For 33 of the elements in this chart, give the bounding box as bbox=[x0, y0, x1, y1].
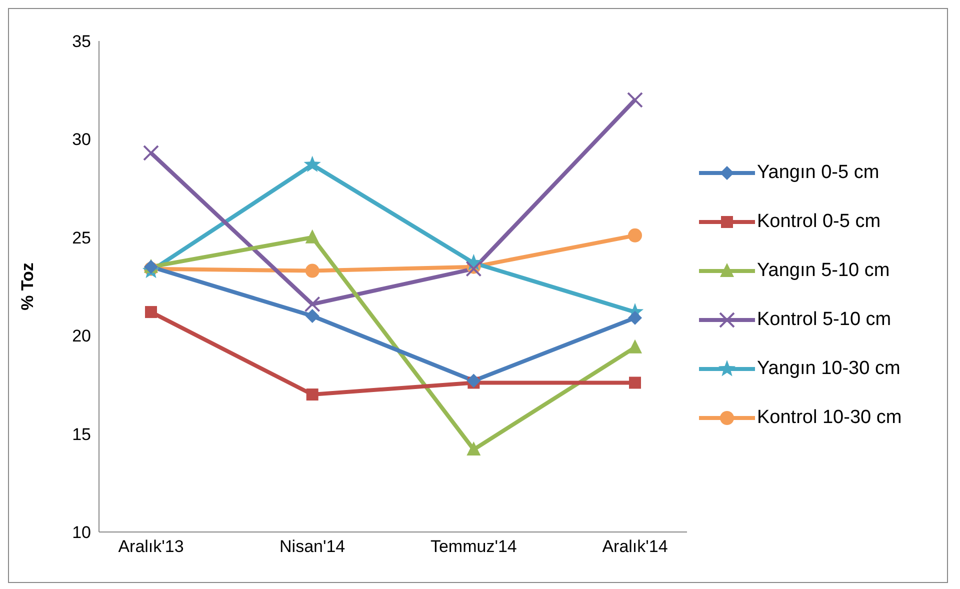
point bbox=[306, 388, 318, 401]
legend-label: Yangın 10-30 cm bbox=[757, 358, 900, 380]
legend-label: Yangın 5-10 cm bbox=[757, 260, 890, 282]
point bbox=[305, 308, 320, 323]
point bbox=[628, 310, 642, 325]
y-tick-label: 15 bbox=[72, 424, 91, 444]
point bbox=[304, 296, 320, 312]
x-tick-label: Aralık'14 bbox=[602, 537, 668, 556]
legend-label: Kontrol 0-5 cm bbox=[757, 211, 881, 233]
point bbox=[304, 156, 321, 172]
y-tick-label: 30 bbox=[72, 130, 91, 150]
point bbox=[145, 306, 157, 318]
x-tick-label: Aralık'13 bbox=[118, 537, 184, 556]
x-tick-label: Nisan'14 bbox=[280, 537, 346, 556]
legend-label: Yangın 0-5 cm bbox=[757, 162, 880, 184]
point bbox=[143, 144, 159, 161]
point bbox=[629, 376, 641, 389]
y-tick-label: 20 bbox=[72, 326, 91, 346]
point bbox=[466, 374, 481, 388]
x-tick-label: Temmuz'14 bbox=[430, 537, 517, 556]
point bbox=[466, 260, 482, 277]
point bbox=[628, 228, 642, 242]
legend-label: Kontrol 10-30 cm bbox=[757, 407, 902, 429]
point bbox=[305, 229, 320, 244]
point bbox=[466, 442, 481, 456]
y-tick-label: 10 bbox=[72, 523, 91, 542]
point bbox=[628, 339, 642, 354]
point bbox=[305, 264, 320, 278]
y-axis-title: % Toz bbox=[18, 262, 38, 310]
point bbox=[627, 92, 643, 108]
legend-label: Kontrol 5-10 cm bbox=[757, 309, 892, 331]
y-tick-label: 25 bbox=[72, 228, 91, 248]
y-tick-label: 35 bbox=[72, 32, 91, 52]
